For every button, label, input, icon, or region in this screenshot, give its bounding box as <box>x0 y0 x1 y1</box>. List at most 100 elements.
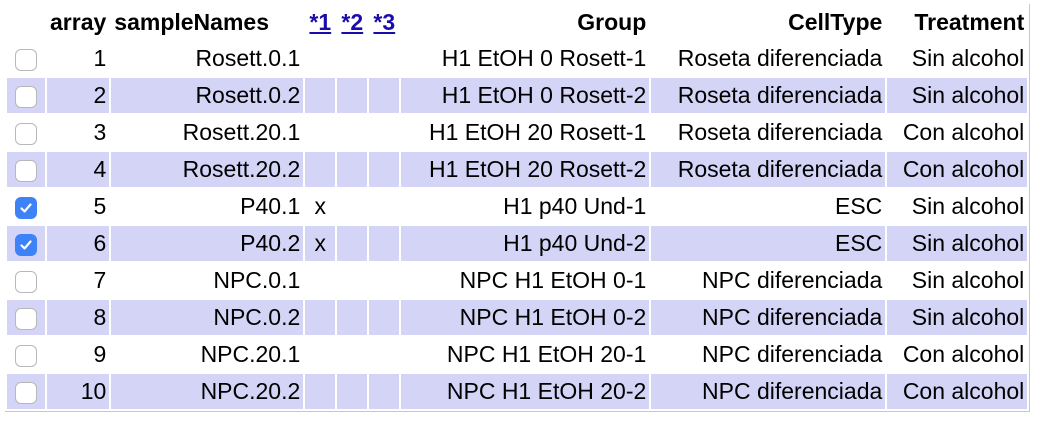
column-2-cell <box>337 115 367 150</box>
column-2-link[interactable]: *2 <box>341 9 364 35</box>
celltype-cell: NPC diferenciada <box>702 341 883 367</box>
header-select <box>7 6 45 39</box>
array-cell: 3 <box>93 119 107 145</box>
row-checkbox[interactable] <box>15 196 37 219</box>
header-treatment[interactable]: Treatment <box>887 6 1028 39</box>
select-cell <box>7 189 45 224</box>
group-cell: NPC H1 EtOH 20-2 <box>401 374 650 409</box>
select-cell <box>7 41 45 76</box>
celltype-cell: Roseta diferenciada <box>651 152 886 187</box>
select-cell <box>7 374 45 409</box>
array-cell: 9 <box>93 341 107 367</box>
sample-name-cell: NPC.0.1 <box>213 267 301 293</box>
table-row: 5 P40.1 x H1 p40 Und-1 ESC Sin alcohol <box>7 189 1027 224</box>
select-cell <box>7 152 45 187</box>
header-link-2[interactable]: *2 <box>337 6 368 39</box>
row-checkbox[interactable] <box>15 122 37 145</box>
row-checkbox[interactable] <box>15 48 37 71</box>
column-2-cell <box>337 300 368 335</box>
treatment-cell: Con alcohol <box>902 119 1025 145</box>
sample-name-cell: P40.1 <box>240 193 301 219</box>
row-checkbox[interactable] <box>15 381 37 404</box>
treatment-cell: Con alcohol <box>887 152 1028 187</box>
array-cell: 8 <box>47 300 110 335</box>
column-3-cell <box>369 78 400 113</box>
column-1-cell <box>305 41 335 76</box>
array-cell: 1 <box>93 45 107 71</box>
column-3-cell <box>369 115 399 150</box>
column-2-cell <box>337 263 367 298</box>
column-3-cell <box>369 337 399 372</box>
table-row: 9 NPC.20.1 NPC H1 EtOH 20-1 NPC diferenciad… <box>7 337 1027 372</box>
row-checkbox[interactable] <box>15 307 37 330</box>
sample-table: array sampleNames *1 *2 *3 Group CellTyp… <box>5 4 1031 412</box>
column-1-cell <box>305 115 335 150</box>
column-3-cell <box>369 226 400 261</box>
table-row: 8 NPC.0.2 NPC H1 EtOH 0-2 NPC diferenciada S… <box>7 300 1028 335</box>
column-1-cell: x <box>305 226 336 261</box>
group-cell: H1 EtOH 0 Rosett-2 <box>401 78 650 113</box>
celltype-cell: Roseta diferenciada <box>677 119 883 145</box>
table-header-row: array sampleNames *1 *2 *3 Group CellTyp… <box>7 6 1028 39</box>
select-cell <box>7 78 45 113</box>
header-array[interactable]: array <box>47 6 110 39</box>
table-row: 1 Rosett.0.1 H1 EtOH 0 Rosett-1 Roseta dife… <box>7 41 1027 76</box>
celltype-cell: Roseta diferenciada <box>651 78 886 113</box>
row-checkbox[interactable] <box>15 159 37 182</box>
column-1-cell <box>305 374 336 409</box>
table-row: 7 NPC.0.1 NPC H1 EtOH 0-1 NPC diferenciada S… <box>7 263 1027 298</box>
celltype-cell: ESC <box>834 193 883 219</box>
column-2-cell <box>337 189 367 224</box>
sample-table-container: array sampleNames *1 *2 *3 Group CellTyp… <box>5 4 1031 412</box>
select-cell <box>7 300 45 335</box>
header-group[interactable]: Group <box>401 6 650 39</box>
header-link-1[interactable]: *1 <box>305 6 336 39</box>
sample-name-cell: Rosett.20.1 <box>182 119 301 145</box>
header-celltype[interactable]: CellType <box>651 6 886 39</box>
treatment-cell: Sin alcohol <box>911 267 1025 293</box>
celltype-cell: NPC diferenciada <box>702 267 883 293</box>
table-body: 1 Rosett.0.1 H1 EtOH 0 Rosett-1 Roseta dife… <box>7 41 1028 409</box>
array-cell: 5 <box>93 193 107 219</box>
group-cell: H1 EtOH 20 Rosett-1 <box>428 119 647 145</box>
header-sample-names[interactable]: sampleNames <box>111 6 304 39</box>
table-row: 10 NPC.20.2 NPC H1 EtOH 20-2 NPC diferencia… <box>7 374 1028 409</box>
row-checkbox[interactable] <box>15 344 37 367</box>
table-row: 6 P40.2 x H1 p40 Und-2 ESC Sin alcohol <box>7 226 1028 261</box>
celltype-cell: Roseta diferenciada <box>677 45 883 71</box>
array-cell: 4 <box>47 152 110 187</box>
column-1-cell: x <box>314 193 327 219</box>
treatment-cell: Con alcohol <box>887 374 1028 409</box>
treatment-cell: Sin alcohol <box>887 300 1028 335</box>
column-3-cell <box>369 152 400 187</box>
header-link-3[interactable]: *3 <box>369 6 400 39</box>
column-2-cell <box>337 226 368 261</box>
celltype-cell: NPC diferenciada <box>651 374 886 409</box>
column-3-cell <box>369 374 400 409</box>
column-1-link[interactable]: *1 <box>309 9 332 35</box>
treatment-cell: Sin alcohol <box>887 226 1028 261</box>
celltype-cell: NPC diferenciada <box>651 300 886 335</box>
treatment-cell: Con alcohol <box>902 341 1025 367</box>
sample-name-cell: NPC.20.2 <box>111 374 304 409</box>
select-cell <box>7 337 45 372</box>
column-3-link[interactable]: *3 <box>373 9 396 35</box>
group-cell: H1 EtOH 0 Rosett-1 <box>441 45 647 71</box>
sample-name-cell: NPC.0.2 <box>111 300 304 335</box>
row-checkbox[interactable] <box>15 85 37 108</box>
select-cell <box>7 226 45 261</box>
celltype-cell: ESC <box>651 226 886 261</box>
select-cell <box>7 263 45 298</box>
array-cell: 10 <box>47 374 110 409</box>
column-3-cell <box>369 189 399 224</box>
treatment-cell: Sin alcohol <box>887 78 1028 113</box>
row-checkbox[interactable] <box>15 233 37 256</box>
array-cell: 7 <box>93 267 107 293</box>
column-2-cell <box>337 337 367 372</box>
sample-name-cell: Rosett.20.2 <box>111 152 304 187</box>
row-checkbox[interactable] <box>15 270 37 293</box>
sample-name-cell: NPC.20.1 <box>200 341 301 367</box>
table-row: 2 Rosett.0.2 H1 EtOH 0 Rosett-2 Roseta dife… <box>7 78 1028 113</box>
array-cell: 6 <box>47 226 110 261</box>
array-cell: 2 <box>47 78 110 113</box>
